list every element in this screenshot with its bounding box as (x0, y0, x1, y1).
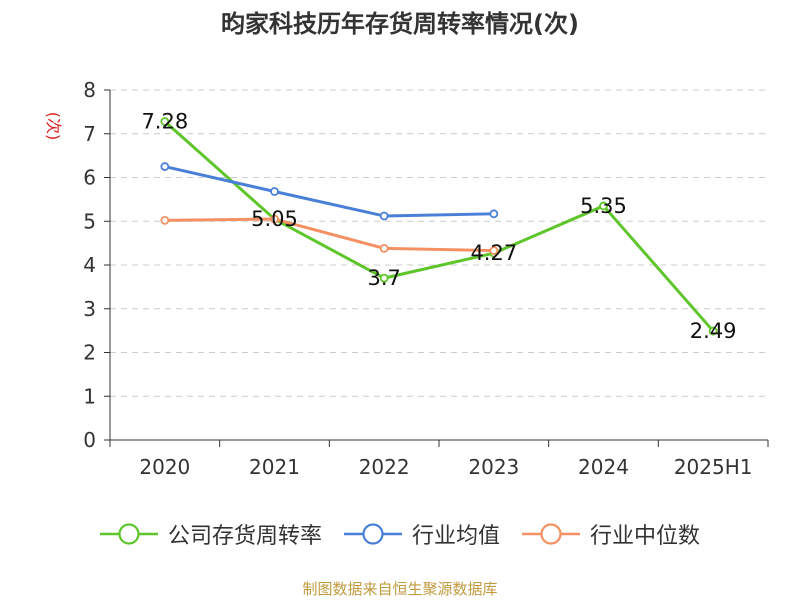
legend-item-0[interactable]: 公司存货周转率 (99, 518, 322, 550)
data-label: 5.05 (251, 207, 298, 231)
data-point (379, 273, 389, 283)
series-line-0 (163, 120, 715, 333)
series-group (160, 117, 718, 336)
legend-label: 行业中位数 (590, 524, 701, 549)
source-footer: 制图数据来自恒生聚源数据库 (302, 580, 498, 598)
data-point (160, 162, 170, 171)
data-point (270, 187, 279, 196)
x-tick-label: 2021 (249, 455, 300, 479)
axes: 0 1 2 3 4 5 6 7 8 2020 2021 2022 2023 2024 2025H1 (83, 78, 769, 479)
legend: 公司存货周转率 行业均值 行业中位数 (0, 518, 800, 550)
data-labels: 7.28 5.05 3.7 4.27 5.35 2.49 (141, 110, 736, 344)
legend-marker-icon (99, 523, 158, 545)
legend-item-1[interactable]: 行业均值 (343, 518, 500, 550)
y-tick-label: 7 (83, 122, 96, 146)
legend-item-2[interactable]: 行业中位数 (522, 518, 700, 550)
x-tick-label: 2025H1 (674, 455, 753, 479)
gridlines (110, 89, 768, 397)
x-tick-label: 2022 (359, 455, 410, 479)
legend-label: 公司存货周转率 (167, 524, 322, 549)
y-tick-label: 0 (83, 428, 96, 452)
series-line-2 (164, 217, 494, 253)
chart-title: 昀家科技历年存货周转率情况(次) (221, 10, 579, 38)
y-axis-label: (次) (44, 112, 63, 141)
data-point (379, 243, 389, 253)
data-point (708, 326, 718, 336)
y-tick-label: 8 (83, 78, 96, 102)
series-line-1 (164, 165, 494, 218)
x-tick-label: 2020 (139, 455, 190, 479)
y-tick-label: 1 (83, 384, 96, 408)
data-point (160, 215, 170, 225)
data-point (270, 214, 279, 224)
data-point (489, 209, 499, 219)
y-tick-label: 4 (83, 253, 96, 277)
data-label: 3.7 (367, 266, 400, 290)
data-point (160, 117, 170, 126)
data-point (379, 211, 389, 221)
legend-marker-icon (343, 523, 402, 545)
y-tick-label: 5 (83, 209, 96, 233)
x-tick-label: 2024 (578, 455, 629, 479)
data-point (599, 201, 608, 211)
y-tick-label: 2 (83, 341, 96, 365)
legend-marker-icon (522, 523, 580, 545)
data-point (489, 246, 499, 255)
y-tick-label: 6 (83, 166, 96, 190)
x-tick-label: 2023 (468, 455, 519, 479)
data-label: 5.35 (580, 194, 627, 218)
data-label: 2.49 (690, 319, 737, 343)
y-tick-label: 3 (83, 297, 96, 321)
data-label: 4.27 (470, 241, 517, 265)
legend-label: 行业均值 (411, 524, 500, 549)
data-label: 7.28 (141, 110, 188, 134)
